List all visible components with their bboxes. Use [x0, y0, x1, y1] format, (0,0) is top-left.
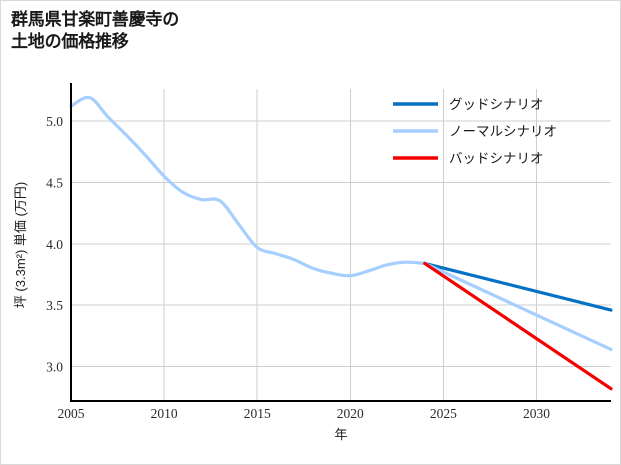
data-series-group — [69, 95, 613, 391]
x-tick-label: 2005 — [58, 406, 85, 421]
series-line-バッドシナリオ — [423, 261, 613, 391]
axis-spines — [70, 83, 611, 402]
x-tick-labels: 2005 2010 2015 2020 2025 2030 — [58, 406, 551, 421]
series-line-グッドシナリオ — [423, 261, 613, 312]
y-tick-label: 3.0 — [46, 360, 63, 375]
y-axis-title: 坪 (3.3m²) 単価 (万円) — [13, 182, 28, 308]
legend-label: バッドシナリオ — [449, 151, 544, 166]
chart-title: 群馬県甘楽町善慶寺の 土地の価格推移 — [11, 10, 179, 52]
y-tick-label: 4.0 — [46, 237, 63, 252]
y-tick-label: 4.5 — [46, 175, 63, 190]
x-tick-label: 2015 — [244, 406, 271, 421]
x-tick-label: 2030 — [523, 406, 550, 421]
series-line-実績 — [69, 95, 427, 278]
x-tick-label: 2025 — [430, 406, 457, 421]
series-line-ノーマルシナリオ — [423, 261, 613, 352]
legend-label: グッドシナリオ — [449, 97, 544, 112]
legend-label: ノーマルシナリオ — [449, 124, 557, 139]
x-axis-title: 年 — [334, 427, 347, 442]
y-gridlines — [71, 120, 611, 368]
x-tick-label: 2020 — [337, 406, 364, 421]
y-tick-label: 5.0 — [46, 114, 63, 129]
y-tick-labels: 3.0 3.5 4.0 4.5 5.0 — [46, 114, 63, 375]
y-tick-label: 3.5 — [46, 298, 63, 313]
x-tick-label: 2010 — [151, 406, 178, 421]
